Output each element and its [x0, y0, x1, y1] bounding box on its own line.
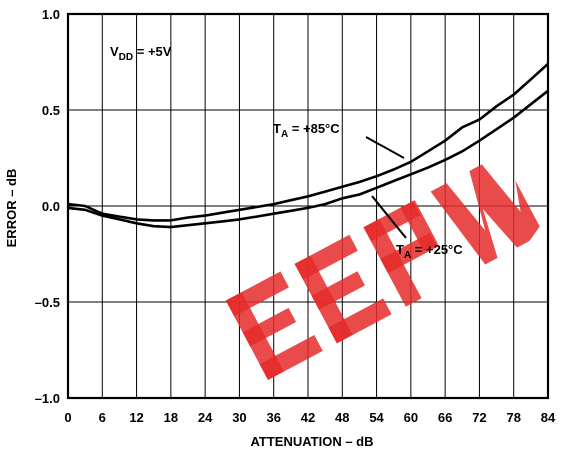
annotation-vdd-rest: = +5V — [133, 44, 172, 59]
y-tick-label: 0.0 — [42, 199, 60, 214]
x-tick-label: 72 — [472, 410, 486, 425]
x-tick-label: 84 — [541, 410, 556, 425]
leader-line-85c — [365, 136, 405, 159]
watermark-letters — [225, 164, 540, 380]
x-tick-label: 36 — [266, 410, 280, 425]
leader-line-25c — [371, 195, 407, 239]
y-tick-label: –0.5 — [35, 295, 60, 310]
series-line-85c — [67, 62, 549, 222]
annotation-ta25-rest: = +25°C — [411, 242, 463, 257]
x-tick-labels: 0 6 12 18 24 30 36 42 48 54 60 66 72 78 84 — [64, 410, 556, 425]
watermark-logo — [225, 164, 540, 380]
series-line-25c — [67, 89, 549, 229]
annotation-vdd-sub: DD — [119, 52, 133, 63]
x-tick-label: 48 — [335, 410, 349, 425]
annotation-ta25: TA = +25°C — [396, 242, 463, 261]
annotation-ta25-main: T — [396, 242, 404, 257]
y-tick-labels: 1.0 0.5 0.0 –0.5 –1.0 — [35, 7, 60, 406]
x-tick-label: 54 — [369, 410, 384, 425]
y-tick-label: –1.0 — [35, 391, 60, 406]
annotation-ta85-main: T — [273, 121, 281, 136]
y-tick-label: 0.5 — [42, 103, 60, 118]
x-tick-label: 0 — [64, 410, 71, 425]
x-tick-label: 78 — [506, 410, 520, 425]
x-tick-label: 24 — [198, 410, 213, 425]
x-tick-label: 12 — [129, 410, 143, 425]
annotation-ta85-rest: = +85°C — [288, 121, 340, 136]
x-tick-label: 42 — [301, 410, 315, 425]
x-tick-label: 18 — [164, 410, 178, 425]
annotation-vdd-main: V — [110, 44, 119, 59]
series-group — [67, 62, 549, 229]
y-axis-label: ERROR – dB — [4, 169, 19, 248]
plot-frame — [66, 12, 550, 400]
x-axis-label: ATTENUATION – dB — [250, 434, 373, 449]
x-tick-label: 6 — [99, 410, 106, 425]
x-tick-label: 66 — [438, 410, 452, 425]
x-tick-label: 60 — [404, 410, 418, 425]
annotation-ta85-sub: A — [281, 129, 288, 140]
annotation-ta25-sub: A — [404, 250, 411, 261]
annotation-ta85: TA = +85°C — [273, 121, 340, 140]
y-tick-label: 1.0 — [42, 7, 60, 22]
x-tick-label: 30 — [232, 410, 246, 425]
annotation-vdd: VDD = +5V — [110, 44, 172, 63]
